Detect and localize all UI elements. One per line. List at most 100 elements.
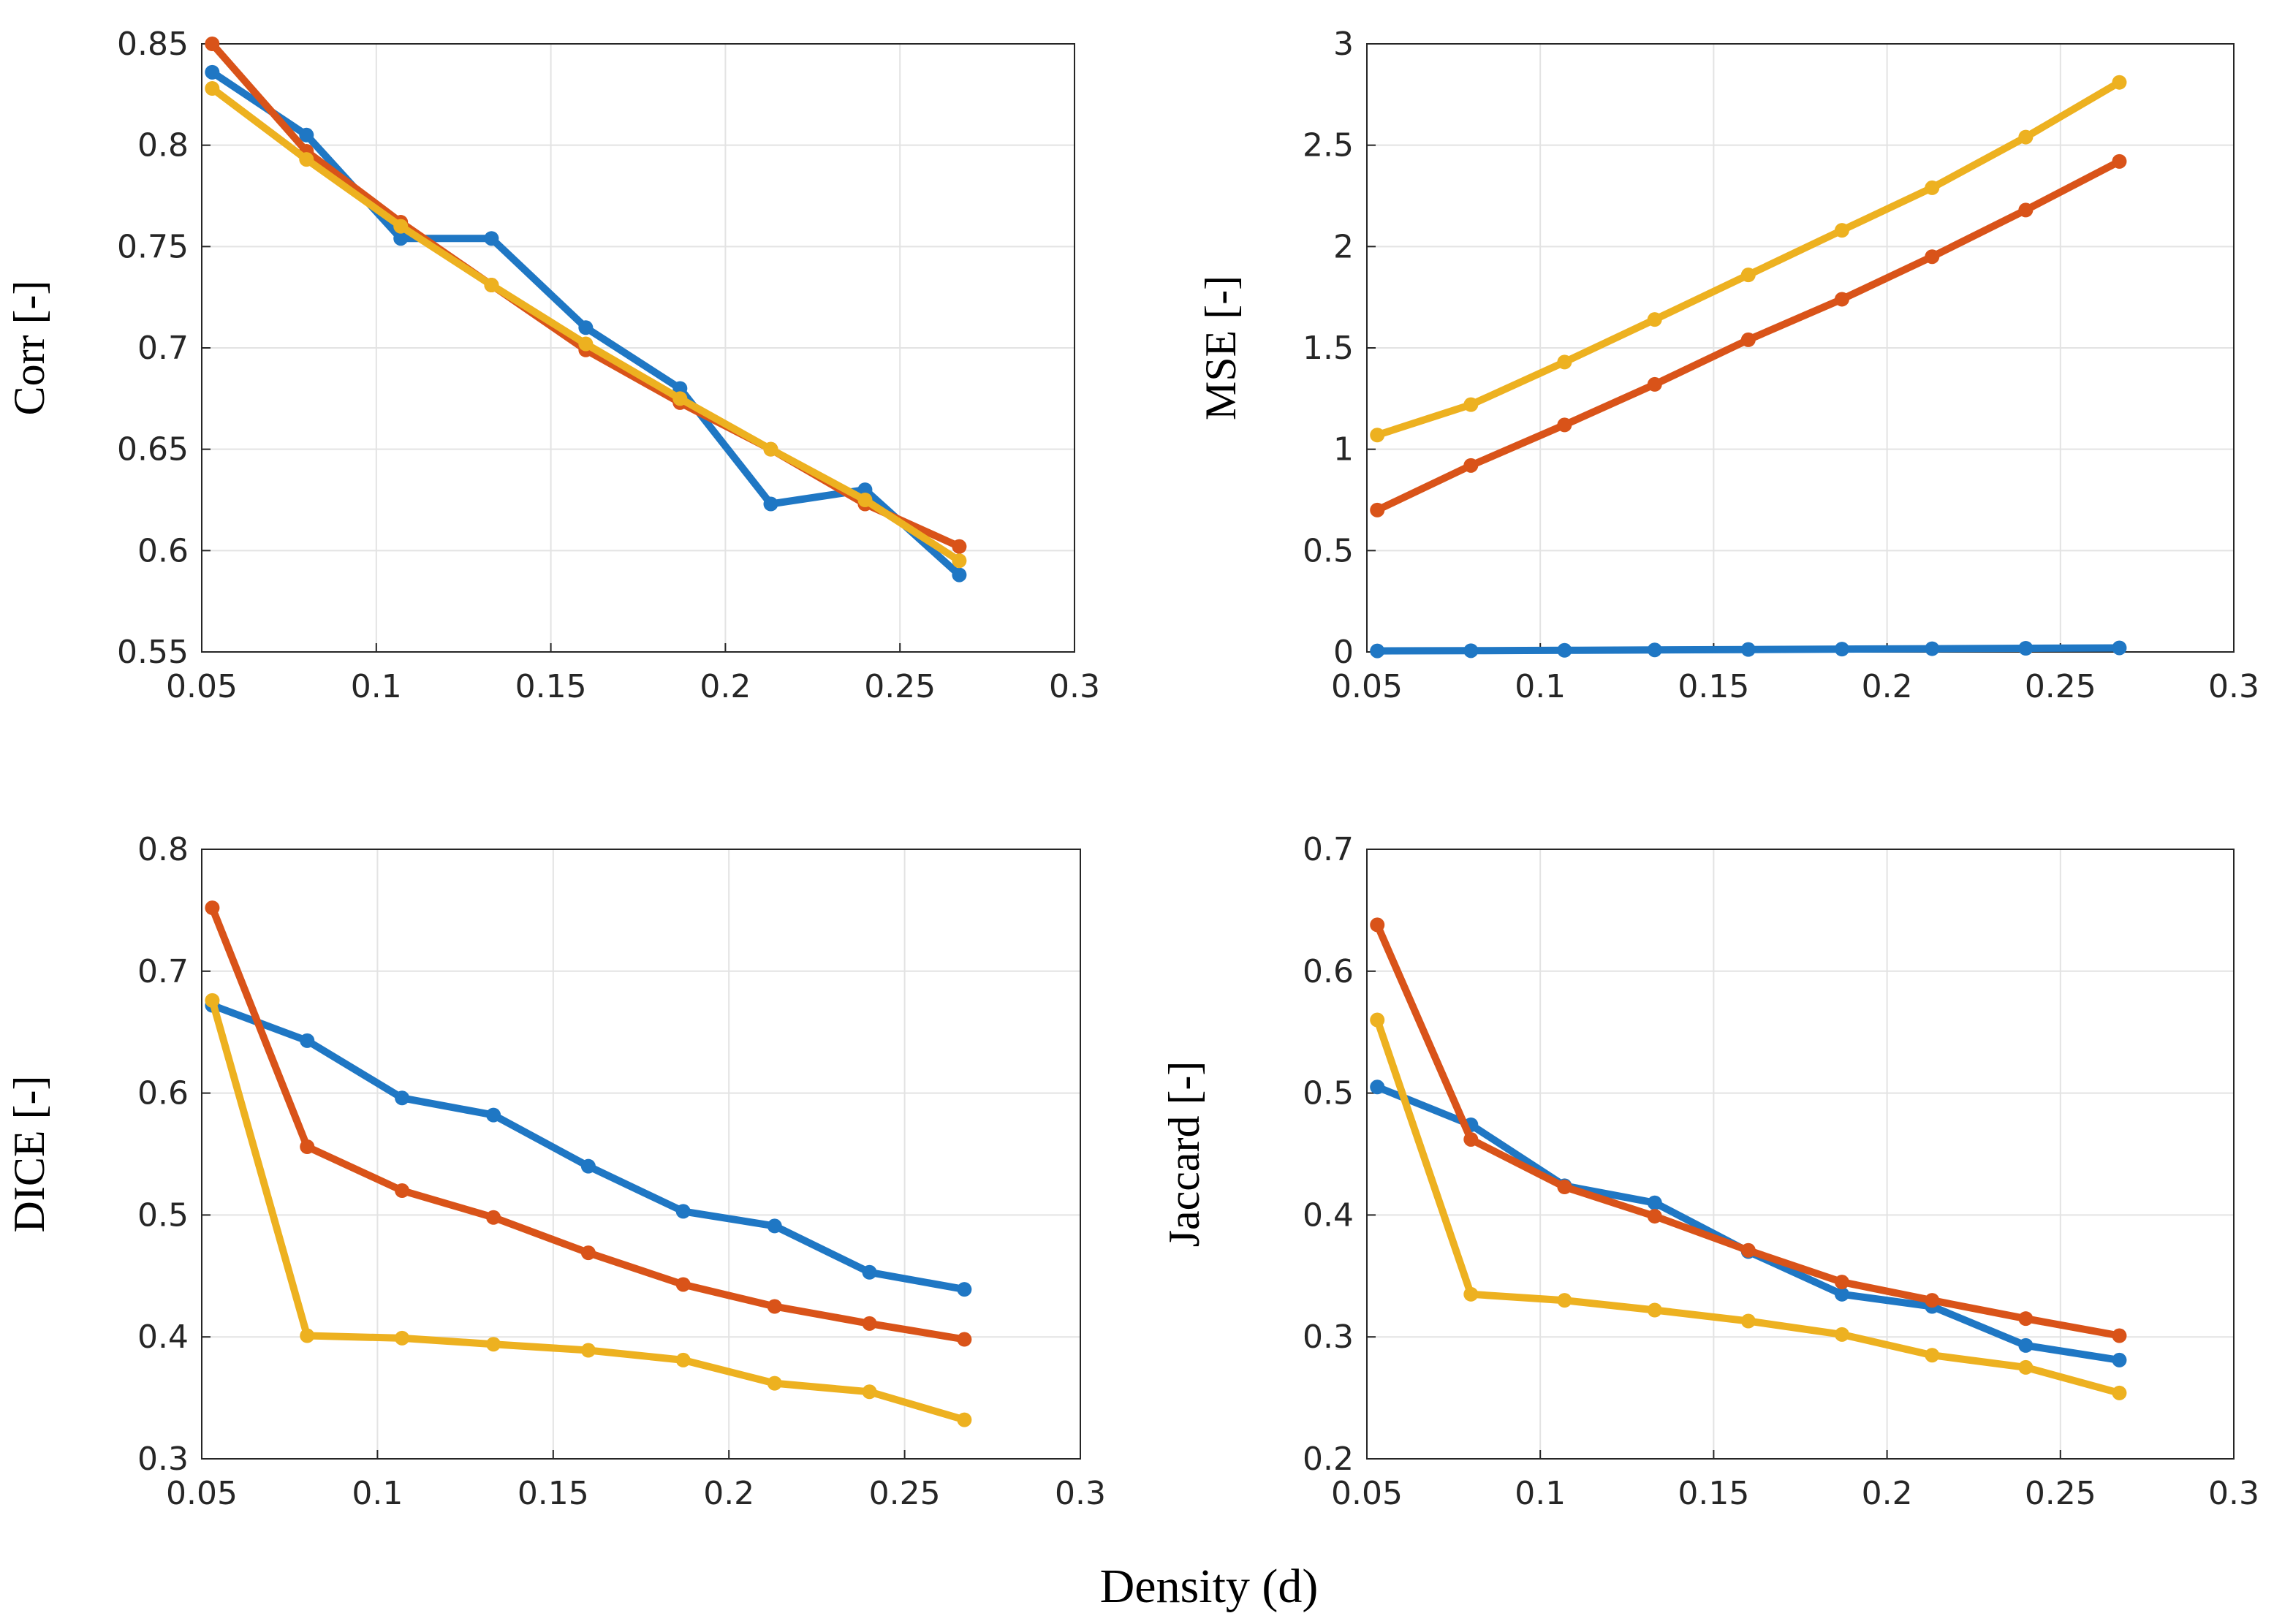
jaccard-series-1-point [2112,1352,2127,1367]
jaccard-x-tick-label: 0.3 [2208,1475,2259,1512]
mse-series-1-point [1647,642,1662,658]
jaccard-y-tick-label: 0.3 [1303,1318,1354,1356]
jaccard-series-3-point [1834,1327,1849,1342]
dice-series-3-point [486,1337,501,1352]
corr-y-tick-label: 0.6 [137,532,189,569]
dice-x-tick-label: 0.05 [166,1475,238,1512]
jaccard-series-2-point [1740,1242,1756,1258]
mse-series-1-point [1834,642,1849,657]
mse-series-3-point [2018,129,2034,145]
dice-series-1-point [675,1204,691,1219]
jaccard-series-3-point [1740,1313,1756,1329]
corr-series-3 [205,81,967,569]
corr-series-1-point [857,482,873,498]
corr-series-2-point [205,37,220,51]
corr-x-tick-label: 0.1 [351,668,402,705]
dice-y-tick-label: 0.6 [137,1075,189,1112]
dice-series-1-point [300,1033,315,1048]
corr-y-tick-label: 0.55 [117,634,189,671]
jaccard-series-3-point [2018,1359,2034,1375]
mse-y-tick-label: 1 [1333,431,1354,468]
corr-series-1-point [299,127,314,143]
corr-y-tick-label: 0.85 [117,26,189,63]
dice-series-3-point [767,1376,782,1391]
dice-y-tick-label: 0.5 [137,1196,189,1234]
jaccard-series-2-line [1373,921,2123,1340]
chart-panel-corr: 0.05 0.1 0.15 0.2 0.25 0.3 0.55 0.6 0.65 0.7 0.75 0… [5,26,1100,705]
dice-series-2-point [205,900,220,916]
dice-series-2-point [300,1139,315,1154]
mse-series-2-point [1557,417,1572,433]
jaccard-series-1-point [2018,1337,2034,1353]
mse-x-tick-label: 0.15 [1678,668,1749,705]
corr-series-1-point [578,320,594,335]
dice-x-tick-label: 0.1 [352,1475,403,1512]
jaccard-x-tick-label: 0.05 [1331,1475,1403,1512]
jaccard-series-3-point [1557,1293,1572,1308]
corr-series-3-point [952,553,967,569]
mse-series-3-point [1647,312,1662,327]
chart-panel-dice: 0.05 0.1 0.15 0.2 0.25 0.3 0.3 0.4 0.5 0.6 0.7 0.8 D… [5,831,1106,1512]
mse-series-2-point [1925,249,1940,265]
corr-series-3-point [578,336,594,352]
dice-series-2-point [395,1183,410,1199]
dice-series-2-point [957,1332,972,1347]
dice-y-tick-label: 0.3 [137,1441,189,1478]
mse-series-2-point [1647,376,1662,392]
mse-series-3-point [1463,397,1479,412]
mse-series-3-point [1557,354,1572,370]
corr-x-tick-label: 0.3 [1049,668,1100,705]
mse-series-3 [1370,75,2127,443]
mse-y-tick-label: 2 [1333,228,1354,265]
jaccard-series-3-point [2112,1385,2127,1400]
jaccard-series-2-point [1925,1293,1940,1308]
jaccard-x-tick-label: 0.2 [1862,1475,1913,1512]
jaccard-series-3-point [1463,1286,1479,1302]
corr-y-tick-label: 0.75 [117,228,189,265]
corr-series-2-point [952,539,967,554]
mse-series-3-point [1925,180,1940,195]
corr-series-3-point [763,441,778,457]
dice-series-2-point [675,1277,691,1292]
mse-series-3-point [1740,267,1756,283]
corr-series-3-point [393,219,409,234]
corr-y-tick-label: 0.65 [117,431,189,468]
dice-y-tick-label: 0.8 [137,831,189,868]
mse-series-3-point [1370,428,1385,443]
jaccard-series-2-point [2018,1311,2034,1327]
corr-y-tick-label: 0.7 [137,330,189,367]
corr-series-3-point [672,391,688,406]
dice-y-tick-label: 0.4 [137,1318,189,1356]
jaccard-series-3-point [1925,1348,1940,1363]
dice-series-3-point [580,1343,596,1358]
mse-x-tick-label: 0.05 [1331,668,1403,705]
dice-series-1-point [862,1264,877,1280]
jaccard-y-tick-label: 0.4 [1303,1196,1354,1234]
jaccard-series-1-point [1647,1195,1662,1210]
mse-series-2 [1370,153,2127,517]
jaccard-series-2-point [1834,1275,1849,1290]
corr-y-axis-label: Corr [-] [5,281,53,416]
dice-series-1-point [395,1090,410,1106]
mse-x-tick-label: 0.3 [2208,668,2259,705]
mse-series-1-point [1370,643,1385,659]
dice-series-2-point [862,1316,877,1331]
dice-series-3-point [300,1328,315,1343]
jaccard-series-1-point [1834,1286,1849,1302]
jaccard-y-tick-label: 0.6 [1303,953,1354,990]
jaccard-series-3 [1370,1012,2127,1400]
dice-series-1-point [957,1282,972,1297]
corr-series-1-point [205,64,220,80]
dice-series-2-point [486,1210,501,1225]
mse-series-1 [1370,640,2127,659]
corr-series-1-point [763,496,778,512]
mse-x-tick-label: 0.2 [1862,668,1913,705]
dice-y-tick-label: 0.7 [137,953,189,990]
jaccard-series-2-point [1370,917,1385,933]
jaccard-series-2-point [1463,1131,1479,1147]
mse-series-3-point [1834,223,1849,238]
mse-series-2-point [1463,458,1479,473]
jaccard-axes-box [1366,849,2235,1460]
corr-series-3-point [299,152,314,167]
